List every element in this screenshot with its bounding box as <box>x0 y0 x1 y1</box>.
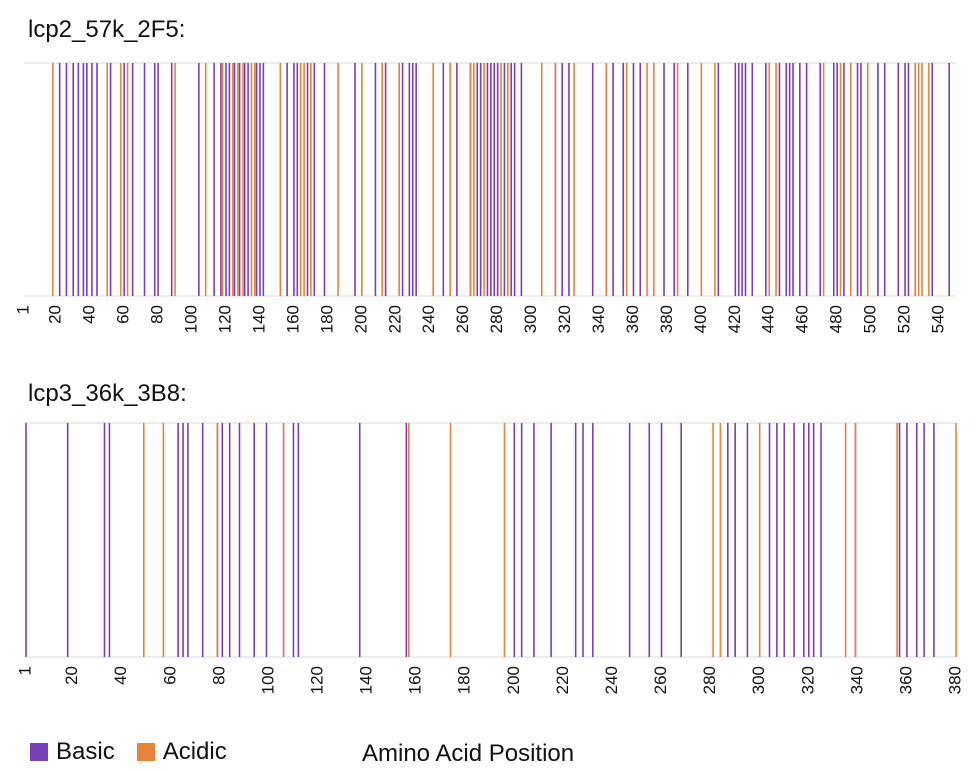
x-tick-label: 60 <box>114 305 133 324</box>
x-tick-label: 100 <box>258 666 277 694</box>
x-tick-label: 80 <box>209 666 228 685</box>
x-tick-label: 360 <box>896 666 915 694</box>
x-tick-label: 480 <box>827 305 846 333</box>
x-tick-label: 540 <box>929 305 948 333</box>
x-tick-label: 1 <box>13 305 32 314</box>
x-tick-label: 220 <box>385 305 404 333</box>
x-tick-label: 40 <box>111 666 130 685</box>
legend-swatch-basic <box>30 743 48 761</box>
x-tick-label: 380 <box>945 666 964 694</box>
x-tick-label: 20 <box>46 305 65 324</box>
chart-title-lcp2: lcp2_57k_2F5: <box>28 16 186 43</box>
x-tick-label: 240 <box>419 305 438 333</box>
x-tick-label: 1 <box>15 666 34 675</box>
x-tick-label: 440 <box>759 305 778 333</box>
x-tick-label: 120 <box>216 305 235 333</box>
x-tick-label: 340 <box>589 305 608 333</box>
x-tick-label: 280 <box>487 305 506 333</box>
x-tick-label: 180 <box>455 666 474 694</box>
x-tick-label: 460 <box>793 305 812 333</box>
x-tick-label: 260 <box>453 305 472 333</box>
x-tick-label: 240 <box>602 666 621 694</box>
x-tick-label: 300 <box>521 305 540 333</box>
legend-swatch-acidic <box>136 743 155 761</box>
x-axis-label: Amino Acid Position <box>362 740 575 767</box>
x-tick-label: 120 <box>307 666 326 694</box>
x-tick-label: 500 <box>861 305 880 333</box>
legend-item-acidic: Acidic <box>136 738 227 766</box>
x-tick-label: 320 <box>798 666 817 694</box>
legend-label-acidic: Acidic <box>162 738 227 765</box>
x-tick-label: 20 <box>62 666 81 685</box>
x-tick-label: 420 <box>725 305 744 333</box>
x-tick-label: 140 <box>357 666 376 694</box>
x-tick-label: 380 <box>657 305 676 333</box>
legend: Basic Acidic <box>30 738 249 766</box>
x-tick-label: 320 <box>555 305 574 333</box>
x-tick-label: 400 <box>691 305 710 333</box>
x-tick-label: 200 <box>351 305 370 333</box>
legend-label-basic: Basic <box>56 738 115 765</box>
strip-chart-lcp2: 1 20 40 60 80 100 120 140 160 180 200 220 240 260 280 3… <box>13 62 956 333</box>
x-tick-label: 520 <box>895 305 914 333</box>
x-tick-label: 80 <box>148 305 167 324</box>
x-tick-label: 40 <box>80 305 99 324</box>
x-tick-label: 360 <box>623 305 642 333</box>
strip-chart-lcp3: 1 20 40 60 80 100 120 140 160 180 200 220 240 260 280 3… <box>15 422 964 694</box>
x-tick-label: 160 <box>283 305 302 333</box>
x-tick-label: 160 <box>406 666 425 694</box>
x-tick-label: 180 <box>317 305 336 333</box>
x-tick-label: 100 <box>182 305 201 333</box>
x-tick-label: 60 <box>160 666 179 685</box>
x-tick-label: 200 <box>504 666 523 694</box>
legend-item-basic: Basic <box>30 738 115 766</box>
x-tick-label: 220 <box>553 666 572 694</box>
chart-title-lcp3: lcp3_36k_3B8: <box>28 380 187 407</box>
x-tick-label: 300 <box>749 666 768 694</box>
x-tick-label: 260 <box>651 666 670 694</box>
x-tick-label: 140 <box>249 305 268 333</box>
x-tick-label: 280 <box>700 666 719 694</box>
x-tick-label: 340 <box>847 666 866 694</box>
